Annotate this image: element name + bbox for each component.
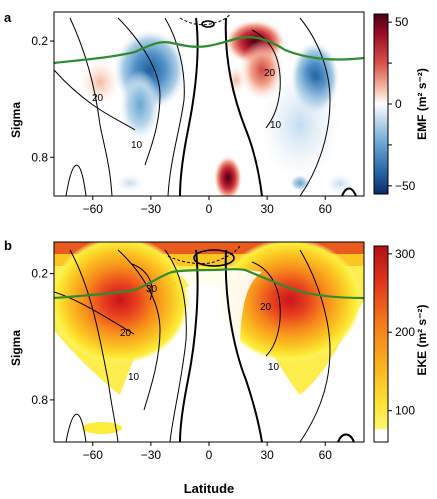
panel-a: a	[4, 10, 429, 216]
panel-b-letter: b	[4, 238, 12, 253]
colorbar-tick-label: 200	[395, 325, 415, 339]
panel-a-contour-label: 10	[131, 140, 143, 151]
emf-positive-tropics	[214, 156, 242, 196]
x-tick-label: −60	[83, 202, 104, 216]
panel-b-colorbar-ticks: 300 200 100	[388, 247, 415, 418]
colorbar-tick-label: −50	[395, 179, 416, 193]
x-tick-label: 30	[260, 202, 274, 216]
panel-b-field	[54, 242, 364, 442]
panel-a-colorbar-label: EMF (m² s⁻²)	[415, 68, 429, 140]
x-tick-label: 60	[319, 202, 333, 216]
panel-b-contour-label: 30	[146, 284, 158, 295]
panel-b-ylabel: Sigma	[9, 330, 23, 366]
colorbar-tick-label: 0	[395, 97, 402, 111]
emf-positive-small	[226, 66, 246, 94]
panel-b-colorbar	[373, 245, 389, 443]
eke-surface-patch	[82, 422, 122, 434]
panel-a-letter: a	[4, 10, 12, 25]
emf-negative-nh-lower	[260, 70, 340, 180]
panel-b-contour-label: 20	[260, 302, 272, 313]
x-tick-label: 0	[206, 448, 213, 462]
eke-equatorial-minimum	[175, 269, 262, 442]
y-tick-label: 0.2	[31, 267, 48, 281]
panel-a-contour-label: 20	[92, 93, 104, 104]
emf-negative-sh-lower	[120, 70, 160, 140]
panel-b-contour-label: 10	[128, 372, 140, 383]
panel-b-tropopause	[54, 268, 364, 300]
colorbar-tick-label: 100	[395, 404, 415, 418]
x-axis-label: Latitude	[184, 481, 235, 496]
panel-b-contour-label: 20	[120, 328, 132, 339]
panel-a-field	[54, 12, 364, 196]
eke-peak-sh	[54, 242, 190, 364]
colorbar-tick-label: 50	[395, 15, 409, 29]
emf-negative-sh-surface	[116, 174, 144, 192]
x-tick-label: −30	[141, 448, 162, 462]
panel-b: b	[4, 238, 429, 496]
x-tick-label: −60	[83, 448, 104, 462]
colorbar-tick-label: 300	[395, 247, 415, 261]
y-tick-label: 0.2	[31, 34, 48, 48]
emf-positive-sh	[80, 60, 120, 104]
y-tick-label: 0.8	[31, 393, 48, 407]
emf-negative-nh-surface-2	[326, 174, 354, 194]
emf-negative-nh-surface	[290, 175, 310, 191]
y-tick-label: 0.8	[31, 150, 48, 164]
panel-a-contours	[54, 13, 357, 196]
x-tick-label: 30	[260, 448, 274, 462]
x-tick-label: 0	[206, 202, 213, 216]
panel-b-contour-label: 10	[268, 362, 280, 373]
panel-b-ticks: −60 −30 0 30 60 0.2 0.8	[31, 267, 332, 462]
panel-a-contour-label: 20	[264, 68, 276, 79]
panel-a-contour-label: 10	[270, 120, 282, 131]
panel-a-ticks: −60 −30 0 30 60 0.2 0.8	[31, 34, 332, 216]
panel-a-ylabel: Sigma	[9, 102, 23, 138]
emf-positive-nh	[240, 40, 284, 100]
x-tick-label: 60	[319, 448, 333, 462]
panel-a-colorbar-ticks: 50 0 −50	[388, 15, 416, 193]
x-tick-label: −30	[141, 202, 162, 216]
panel-b-colorbar-label: EKE (m² s⁻²)	[415, 304, 429, 375]
panel-a-tropopause	[54, 36, 364, 65]
panel-a-colorbar	[373, 13, 389, 195]
